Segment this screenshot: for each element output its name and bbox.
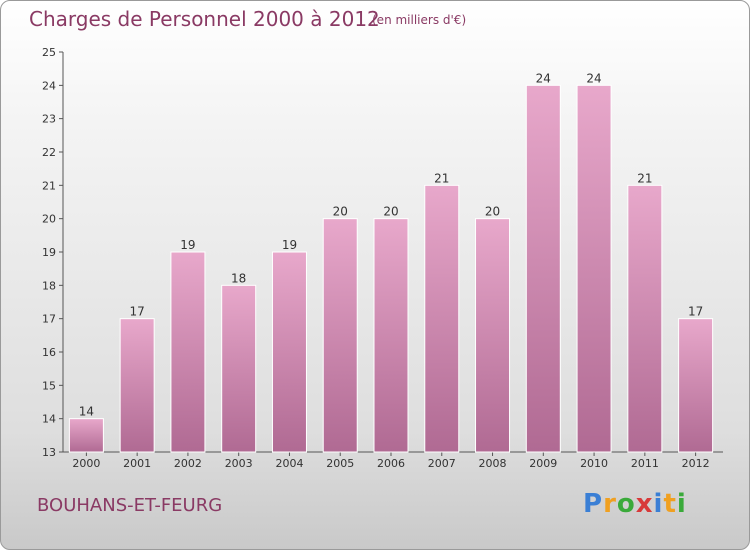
x-tick-label-2010: 2010: [580, 457, 608, 470]
y-tick-label: 17: [42, 313, 56, 326]
logo-letter: r: [603, 489, 617, 519]
bar-2000: [68, 418, 104, 453]
bar-2010: [576, 84, 612, 453]
x-tick-label-2004: 2004: [275, 457, 303, 470]
location-name: BOUHANS-ET-FEURG: [37, 495, 223, 516]
x-tick-label-2011: 2011: [631, 457, 659, 470]
bar-2006: [373, 218, 409, 453]
value-label-2007: 21: [434, 171, 449, 185]
logo-letter: i: [676, 489, 687, 519]
logo-letter: P: [583, 489, 604, 519]
y-tick-label: 24: [42, 79, 56, 92]
x-tick-label-2008: 2008: [479, 457, 507, 470]
bar-2004: [271, 251, 307, 453]
value-label-2004: 19: [282, 238, 297, 252]
x-tick-label-2012: 2012: [682, 457, 710, 470]
bar-2001: [119, 318, 155, 453]
y-tick-label: 21: [42, 179, 56, 192]
x-tick-label-2005: 2005: [326, 457, 354, 470]
y-tick-label: 14: [42, 413, 56, 426]
proxiti-logo: Proxiti: [583, 489, 687, 519]
logo-letter: t: [663, 489, 677, 519]
x-tick-label-2001: 2001: [123, 457, 151, 470]
value-label-2008: 20: [485, 205, 500, 219]
bar-2012: [678, 318, 714, 453]
logo-letter: i: [653, 489, 664, 519]
bar-2007: [424, 184, 460, 453]
bar-2002: [170, 251, 206, 453]
value-label-2012: 17: [688, 305, 703, 319]
x-tick-label-2002: 2002: [174, 457, 202, 470]
bar-2008: [475, 218, 511, 453]
y-tick-label: 20: [42, 213, 56, 226]
x-tick-label-2003: 2003: [225, 457, 253, 470]
value-label-2005: 20: [333, 205, 348, 219]
bar-2009: [525, 84, 561, 453]
y-tick-label: 15: [42, 379, 56, 392]
bar-2003: [221, 284, 257, 453]
y-tick-label: 18: [42, 279, 56, 292]
y-tick-label: 19: [42, 246, 56, 259]
y-tick-label: 23: [42, 113, 56, 126]
bar-2011: [627, 184, 663, 453]
value-label-2009: 24: [536, 71, 551, 85]
x-tick-label-2007: 2007: [428, 457, 456, 470]
value-label-2006: 20: [383, 205, 398, 219]
y-tick-label: 22: [42, 146, 56, 159]
value-label-2011: 21: [637, 171, 652, 185]
value-label-2003: 18: [231, 271, 246, 285]
y-tick-label: 16: [42, 346, 56, 359]
value-label-2000: 14: [79, 405, 94, 419]
bar-2005: [322, 218, 358, 453]
x-tick-label-2006: 2006: [377, 457, 405, 470]
value-label-2010: 24: [586, 71, 601, 85]
y-tick-label: 25: [42, 46, 56, 59]
y-tick-label: 13: [42, 446, 56, 459]
value-label-2002: 19: [180, 238, 195, 252]
x-tick-label-2009: 2009: [529, 457, 557, 470]
logo-letter: x: [635, 489, 654, 519]
chart-subtitle: (en milliers d'€): [372, 13, 467, 27]
chart-title: Charges de Personnel 2000 à 2012: [29, 7, 380, 31]
x-tick-label-2000: 2000: [72, 457, 100, 470]
value-label-2001: 17: [130, 305, 145, 319]
logo-letter: o: [616, 489, 636, 519]
